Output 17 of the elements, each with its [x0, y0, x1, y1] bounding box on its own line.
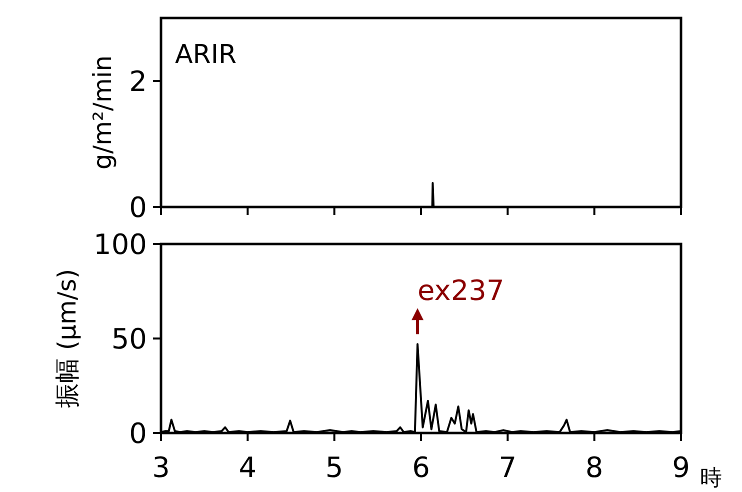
y-tick-label: 0 — [129, 191, 147, 224]
x-tick-label: 5 — [325, 451, 344, 484]
annotation: ex237 — [418, 274, 504, 308]
y-axis-title: 振幅 (μm/s) — [52, 268, 82, 408]
x-tick-label: 9 — [672, 451, 690, 484]
y-axis-title: g/m²/min — [88, 55, 118, 170]
x-tick-label: 3 — [152, 451, 170, 484]
x-axis-title: 時 — [700, 466, 722, 491]
x-tick-label: 6 — [412, 451, 430, 484]
x-tick-label: 8 — [585, 451, 604, 484]
y-tick-label: 2 — [129, 65, 147, 98]
y-tick-label: 50 — [111, 322, 147, 356]
x-tick-label: 7 — [498, 451, 517, 484]
y-tick-label: 0 — [129, 417, 147, 450]
x-tick-label: 4 — [238, 451, 257, 484]
y-tick-label: 100 — [94, 228, 147, 261]
annotation: ARIR — [175, 40, 237, 70]
